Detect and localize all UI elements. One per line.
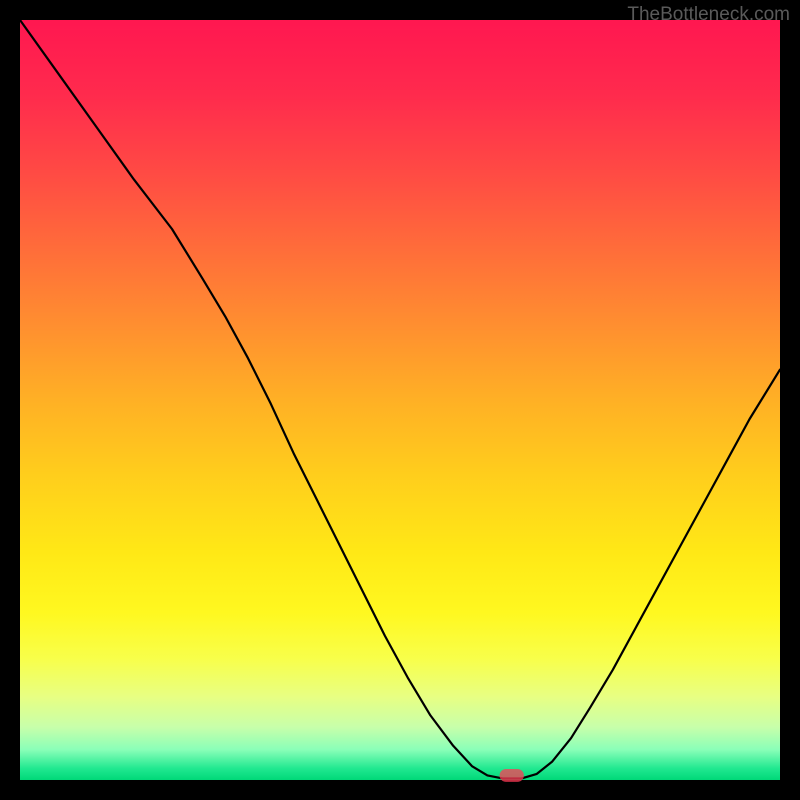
plot-area: [20, 20, 780, 780]
bottleneck-chart: [0, 0, 800, 800]
watermark-text: TheBottleneck.com: [627, 4, 790, 26]
optimal-marker: [500, 769, 524, 782]
